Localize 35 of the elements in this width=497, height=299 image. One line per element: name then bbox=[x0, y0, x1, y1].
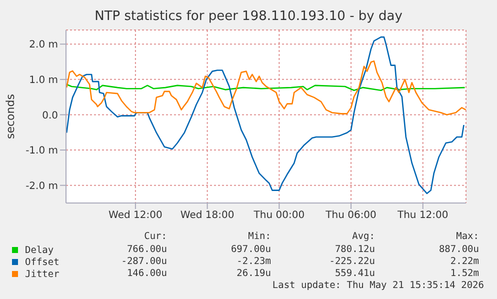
text: Last update: Thu May 21 15:35:14 2026 bbox=[271, 280, 484, 292]
text: 697.00u bbox=[230, 244, 271, 256]
x-tick-label: Wed 12:00 bbox=[108, 210, 162, 222]
y-tick-label: 2.0 m bbox=[29, 40, 58, 51]
text: Max: bbox=[455, 231, 479, 244]
legend-label: Jitter bbox=[25, 268, 60, 280]
text: Cur: bbox=[143, 231, 167, 244]
legend-label: Offset bbox=[25, 256, 60, 268]
y-tick-label: 1.0 m bbox=[29, 74, 58, 86]
chart-title: NTP statistics for peer 198.110.193.10 - by day bbox=[94, 9, 404, 24]
x-tick-label: Thu 12:00 bbox=[396, 210, 448, 222]
text: 887.00u bbox=[438, 244, 479, 256]
x-tick-label: Thu 06:00 bbox=[324, 210, 376, 222]
text: -225.22u bbox=[328, 256, 375, 268]
text: 1.52m bbox=[449, 268, 479, 280]
y-tick-label: 0.0 bbox=[42, 110, 58, 122]
text: 780.12u bbox=[334, 244, 375, 256]
line-series bbox=[66, 60, 466, 116]
text: -287.00u bbox=[120, 256, 167, 268]
text: 146.00u bbox=[126, 268, 167, 280]
text: Min: bbox=[247, 231, 271, 244]
text: 559.41u bbox=[334, 268, 375, 280]
y-tick-label: -1.0 m bbox=[26, 146, 58, 157]
text: -2.23m bbox=[236, 256, 271, 268]
line-series bbox=[66, 84, 466, 92]
x-tick-label: Wed 18:00 bbox=[180, 210, 234, 222]
line-series bbox=[66, 36, 464, 194]
y-axis-title: seconds bbox=[4, 94, 16, 139]
text: 766.00u bbox=[126, 244, 167, 256]
legend-label: Delay bbox=[25, 244, 54, 256]
text: 2.22m bbox=[449, 256, 479, 268]
y-tick-label: -2.0 m bbox=[26, 180, 58, 192]
text: Avg: bbox=[351, 231, 375, 244]
text: 26.19u bbox=[236, 268, 271, 280]
x-tick-label: Thu 00:00 bbox=[252, 210, 305, 222]
